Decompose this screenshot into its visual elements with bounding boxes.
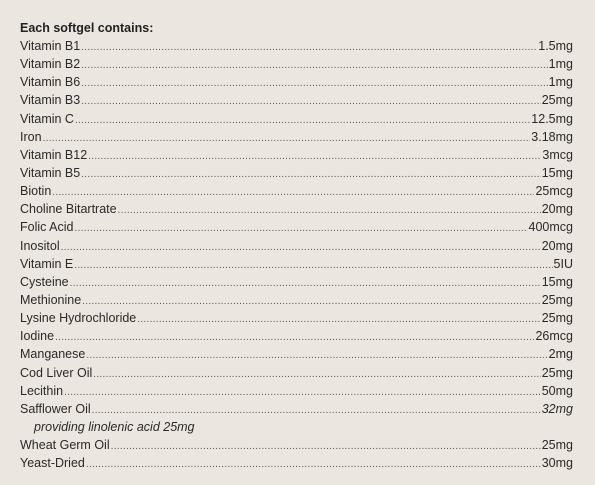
dot-leader (81, 166, 541, 184)
ingredient-amount: 25mg (541, 311, 573, 326)
ingredient-name: Vitamin C (20, 111, 74, 126)
ingredient-row: Lecithin 50mg (20, 382, 573, 400)
ingredient-row: Iron 3.18mg (20, 128, 573, 146)
ingredient-row: Methionine 25mg (20, 291, 573, 309)
ingredient-row: Biotin 25mcg (20, 182, 573, 200)
dot-leader (86, 456, 541, 474)
ingredient-amount: 25mcg (535, 184, 573, 199)
ingredient-row: Folic Acid 400mcg (20, 218, 573, 236)
ingredient-name: Safflower Oil (20, 401, 91, 416)
ingredient-name: Lysine Hydrochloride (20, 311, 137, 326)
ingredient-name: Manganese (20, 347, 86, 362)
dot-leader (81, 39, 537, 57)
ingredient-amount: 25mg (541, 365, 573, 380)
safflower-note: providing linolenic acid 25mg (34, 419, 195, 434)
ingredient-amount: 20mg (541, 202, 573, 217)
ingredient-row: Inositol 20mg (20, 237, 573, 255)
ingredient-row: Lysine Hydrochloride 25mg (20, 309, 573, 327)
ingredient-name: Iron (20, 129, 42, 144)
ingredient-row: Vitamin B3 25mg (20, 91, 573, 109)
ingredient-name: Biotin (20, 184, 52, 199)
ingredient-amount: 20mg (541, 238, 573, 253)
ingredient-amount: 32mg (541, 401, 573, 416)
ingredient-name: Vitamin E (20, 256, 74, 271)
ingredient-amount: 25mg (541, 292, 573, 307)
ingredient-row: Vitamin B6 1mg (20, 73, 573, 91)
ingredient-name: Vitamin B1 (20, 39, 81, 53)
ingredient-amount: 50mg (541, 383, 573, 398)
ingredient-name: Vitamin B12 (20, 147, 88, 162)
ingredient-name: Vitamin B3 (20, 93, 81, 108)
ingredient-row: Yeast-Dried 30mg (20, 454, 573, 472)
dot-leader (137, 311, 540, 329)
dot-leader (55, 329, 534, 347)
ingredient-amount: 3.18mg (531, 129, 573, 144)
ingredient-name: Yeast-Dried (20, 456, 85, 471)
ingredient-row: Vitamin B1 1.5mg (20, 37, 573, 55)
dot-leader (93, 366, 540, 384)
ingredient-row: Choline Bitartrate 20mg (20, 200, 573, 218)
ingredient-name: Choline Bitartrate (20, 202, 117, 217)
dot-leader (43, 130, 531, 148)
ingredient-row: Vitamin B12 3mcg (20, 146, 573, 164)
ingredient-amount: 25mg (541, 438, 573, 453)
ingredient-row: Manganese 2mg (20, 345, 573, 363)
dot-leader (81, 93, 541, 111)
ingredient-row: Cod Liver Oil 25mg (20, 364, 573, 382)
ingredient-name: Vitamin B2 (20, 57, 81, 72)
ingredient-name: Iodine (20, 329, 55, 344)
dot-leader (118, 202, 541, 220)
ingredient-row: Vitamin B2 1mg (20, 55, 573, 73)
dot-leader (52, 184, 534, 202)
dot-leader (70, 275, 541, 293)
ingredient-amount: 1mg (548, 57, 573, 72)
ingredient-name: Lecithin (20, 383, 64, 398)
ingredient-row: Cysteine 15mg (20, 273, 573, 291)
ingredient-name: Wheat Germ Oil (20, 438, 110, 453)
dot-leader (61, 239, 541, 257)
ingredient-name: Methionine (20, 292, 82, 307)
ingredient-row: Iodine 26mcg (20, 327, 573, 345)
ingredient-amount: 5IU (553, 256, 573, 271)
ingredient-name: Vitamin B6 (20, 75, 81, 90)
ingredient-list: Vitamin B1 1.5mg Vitamin B2 1mg Vitamin B6… (20, 37, 573, 472)
ingredient-name: Cysteine (20, 274, 69, 289)
dot-leader (75, 112, 530, 130)
dot-leader (81, 75, 547, 93)
dot-leader (111, 438, 541, 456)
ingredient-amount: 15mg (541, 274, 573, 289)
dot-leader (64, 384, 541, 402)
ingredient-amount: 15mg (541, 165, 573, 180)
ingredient-amount: 30mg (541, 456, 573, 471)
ingredient-amount: 12.5mg (531, 111, 573, 126)
ingredient-name: Folic Acid (20, 220, 74, 235)
ingredient-amount: 3mcg (542, 147, 573, 162)
dot-leader (86, 347, 547, 365)
ingredient-amount: 400mcg (528, 220, 573, 235)
ingredient-name: Vitamin B5 (20, 165, 81, 180)
dot-leader (88, 148, 541, 166)
ingredient-amount: 26mcg (535, 329, 573, 344)
dot-leader (81, 57, 547, 75)
ingredient-name: Cod Liver Oil (20, 365, 93, 380)
dot-leader (82, 293, 541, 311)
dot-leader (74, 257, 552, 275)
ingredient-name: Inositol (20, 238, 60, 253)
ingredient-amount: 1mg (548, 75, 573, 90)
ingredient-row: Wheat Germ Oil 25mg (20, 436, 573, 454)
ingredient-row: Vitamin E 5IU (20, 255, 573, 273)
ingredient-amount: 2mg (548, 347, 573, 362)
ingredient-row: Safflower Oil 32mg (20, 400, 573, 418)
ingredient-row: Vitamin C 12.5mg (20, 110, 573, 128)
dot-leader (75, 220, 528, 238)
ingredient-row: Vitamin B5 15mg (20, 164, 573, 182)
ingredient-amount: 1.5mg (538, 39, 573, 53)
contents-heading: Each softgel contains: (20, 21, 154, 35)
ingredient-amount: 25mg (541, 93, 573, 108)
